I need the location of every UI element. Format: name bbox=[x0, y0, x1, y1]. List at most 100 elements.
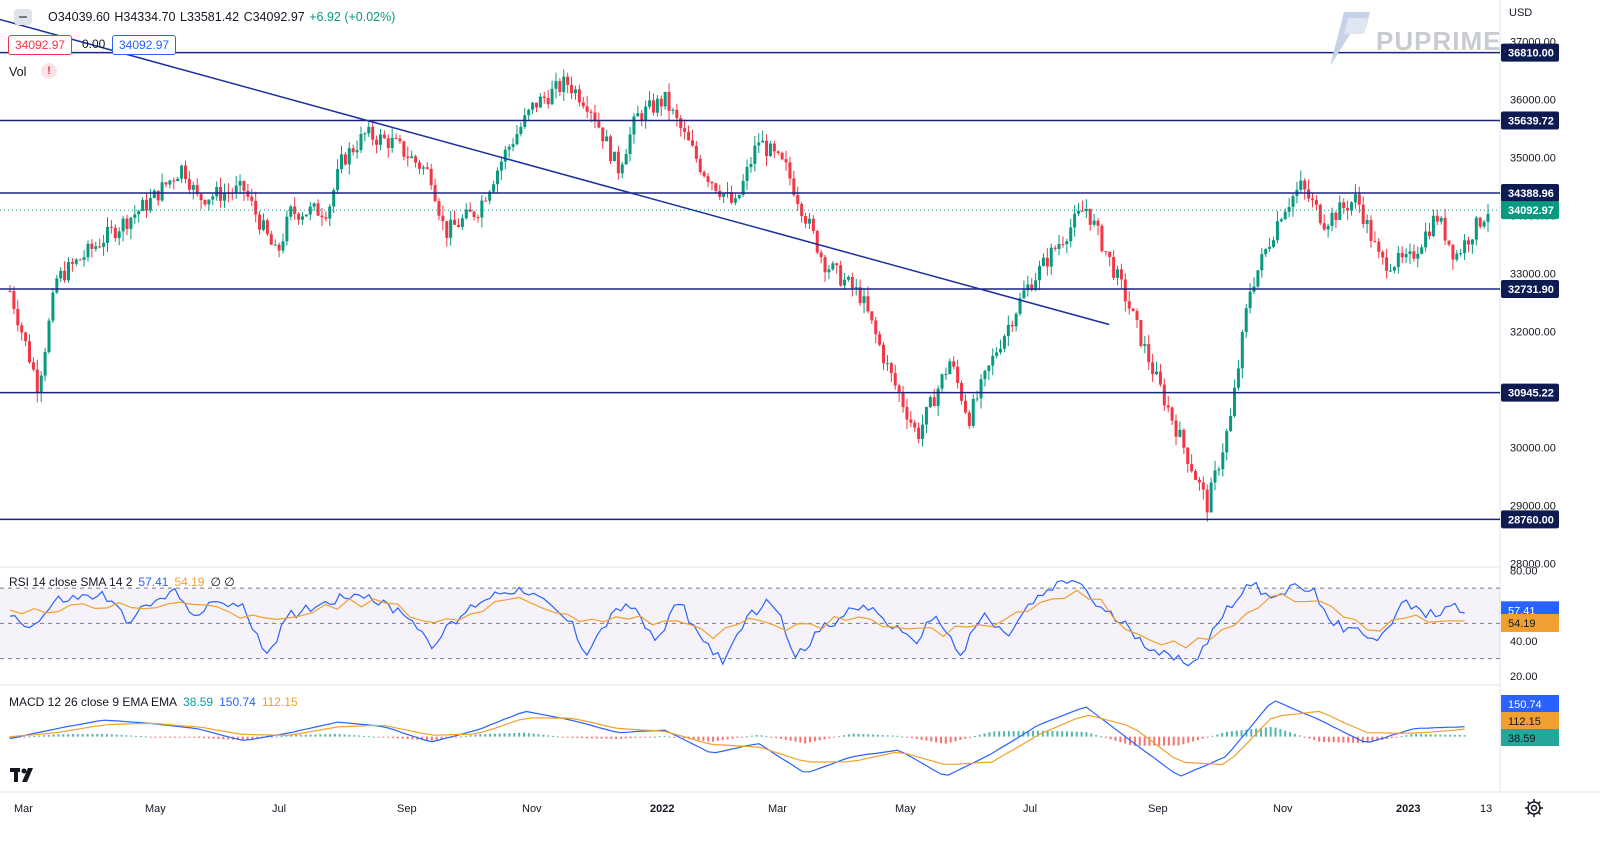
candle-up[interactable] bbox=[1229, 415, 1233, 432]
candle-down[interactable] bbox=[1201, 482, 1205, 490]
candle-down[interactable] bbox=[219, 186, 223, 201]
candle-up[interactable] bbox=[234, 185, 238, 194]
candle-up[interactable] bbox=[636, 113, 640, 117]
candle-up[interactable] bbox=[137, 210, 141, 215]
candle-up[interactable] bbox=[1291, 196, 1295, 207]
candle-down[interactable] bbox=[1322, 223, 1326, 230]
candle-down[interactable] bbox=[956, 366, 960, 383]
candle-down[interactable] bbox=[1467, 240, 1471, 245]
candle-up[interactable] bbox=[1002, 336, 1006, 349]
candle-up[interactable] bbox=[1217, 469, 1221, 471]
candle-down[interactable] bbox=[913, 422, 917, 428]
candle-up[interactable] bbox=[390, 137, 394, 149]
candle-up[interactable] bbox=[59, 270, 63, 279]
candle-up[interactable] bbox=[987, 365, 991, 371]
candle-up[interactable] bbox=[991, 355, 995, 366]
candle-down[interactable] bbox=[858, 287, 862, 304]
candle-down[interactable] bbox=[811, 218, 815, 232]
candle-down[interactable] bbox=[195, 185, 199, 195]
candle-down[interactable] bbox=[698, 158, 702, 172]
candle-up[interactable] bbox=[1404, 254, 1408, 258]
candle-up[interactable] bbox=[628, 134, 632, 155]
candle-down[interactable] bbox=[601, 127, 605, 142]
candle-up[interactable] bbox=[1416, 253, 1420, 259]
candle-up[interactable] bbox=[359, 133, 363, 151]
candle-up[interactable] bbox=[831, 263, 835, 270]
candle-up[interactable] bbox=[554, 81, 558, 89]
candle-down[interactable] bbox=[566, 76, 570, 85]
candle-down[interactable] bbox=[866, 296, 870, 312]
candle-down[interactable] bbox=[144, 199, 148, 211]
candle-down[interactable] bbox=[1045, 257, 1049, 267]
candle-down[interactable] bbox=[1435, 215, 1439, 222]
candle-up[interactable] bbox=[1244, 308, 1248, 333]
candle-down[interactable] bbox=[659, 98, 663, 107]
candle-down[interactable] bbox=[597, 121, 601, 128]
candle-down[interactable] bbox=[351, 148, 355, 153]
candle-up[interactable] bbox=[355, 150, 359, 153]
candle-up[interactable] bbox=[300, 216, 304, 220]
candle-up[interactable] bbox=[948, 361, 952, 375]
candle-up[interactable] bbox=[1424, 231, 1428, 248]
candle-down[interactable] bbox=[893, 373, 897, 386]
candle-down[interactable] bbox=[1135, 311, 1139, 320]
candle-up[interactable] bbox=[562, 76, 566, 92]
candle-down[interactable] bbox=[1303, 180, 1307, 190]
currency-label[interactable]: USD bbox=[1509, 7, 1533, 19]
candle-down[interactable] bbox=[1119, 269, 1123, 280]
candle-down[interactable] bbox=[1100, 225, 1104, 252]
candle-down[interactable] bbox=[1197, 479, 1201, 483]
candle-down[interactable] bbox=[1061, 244, 1065, 246]
candle-up[interactable] bbox=[1018, 298, 1022, 314]
candle-up[interactable] bbox=[671, 109, 675, 111]
candle-down[interactable] bbox=[382, 134, 386, 139]
candle-up[interactable] bbox=[753, 145, 757, 164]
candle-down[interactable] bbox=[874, 320, 878, 335]
candle-up[interactable] bbox=[749, 163, 753, 168]
candle-up[interactable] bbox=[1022, 290, 1026, 299]
candle-up[interactable] bbox=[464, 209, 468, 219]
collapse-icon[interactable] bbox=[14, 9, 32, 25]
candle-down[interactable] bbox=[835, 263, 839, 266]
candle-down[interactable] bbox=[882, 344, 886, 364]
candle-up[interactable] bbox=[215, 186, 219, 197]
candle-up[interactable] bbox=[1092, 220, 1096, 225]
candle-down[interactable] bbox=[963, 400, 967, 413]
gear-icon[interactable] bbox=[1524, 798, 1544, 818]
candle-up[interactable] bbox=[936, 388, 940, 407]
candle-down[interactable] bbox=[784, 159, 788, 163]
candle-up[interactable] bbox=[191, 185, 195, 190]
candle-up[interactable] bbox=[105, 226, 109, 243]
candle-down[interactable] bbox=[125, 218, 129, 229]
candle-down[interactable] bbox=[12, 291, 16, 309]
candle-up[interactable] bbox=[160, 182, 164, 201]
candle-up[interactable] bbox=[168, 180, 172, 185]
candle-up[interactable] bbox=[924, 406, 928, 425]
candle-up[interactable] bbox=[1279, 219, 1283, 222]
candle-down[interactable] bbox=[960, 382, 964, 401]
candle-up[interactable] bbox=[1178, 429, 1182, 437]
candle-up[interactable] bbox=[121, 218, 125, 232]
candle-down[interactable] bbox=[776, 151, 780, 153]
candle-down[interactable] bbox=[35, 369, 39, 393]
candle-down[interactable] bbox=[1318, 204, 1322, 224]
candle-up[interactable] bbox=[43, 352, 47, 376]
candle-up[interactable] bbox=[632, 116, 636, 135]
candle-up[interactable] bbox=[737, 194, 741, 199]
candle-up[interactable] bbox=[1365, 220, 1369, 224]
candle-down[interactable] bbox=[293, 206, 297, 214]
candle-down[interactable] bbox=[1139, 319, 1143, 346]
candle-down[interactable] bbox=[952, 361, 956, 367]
candle-up[interactable] bbox=[515, 134, 519, 145]
candle-up[interactable] bbox=[1155, 371, 1159, 375]
candle-up[interactable] bbox=[480, 200, 484, 218]
candle-down[interactable] bbox=[917, 427, 921, 440]
candle-down[interactable] bbox=[1053, 247, 1057, 249]
candle-down[interactable] bbox=[683, 128, 687, 132]
candle-up[interactable] bbox=[605, 136, 609, 142]
candle-down[interactable] bbox=[878, 334, 882, 345]
candle-down[interactable] bbox=[967, 412, 971, 426]
candle-up[interactable] bbox=[261, 220, 265, 230]
candle-up[interactable] bbox=[573, 89, 577, 94]
candle-down[interactable] bbox=[1400, 252, 1404, 258]
